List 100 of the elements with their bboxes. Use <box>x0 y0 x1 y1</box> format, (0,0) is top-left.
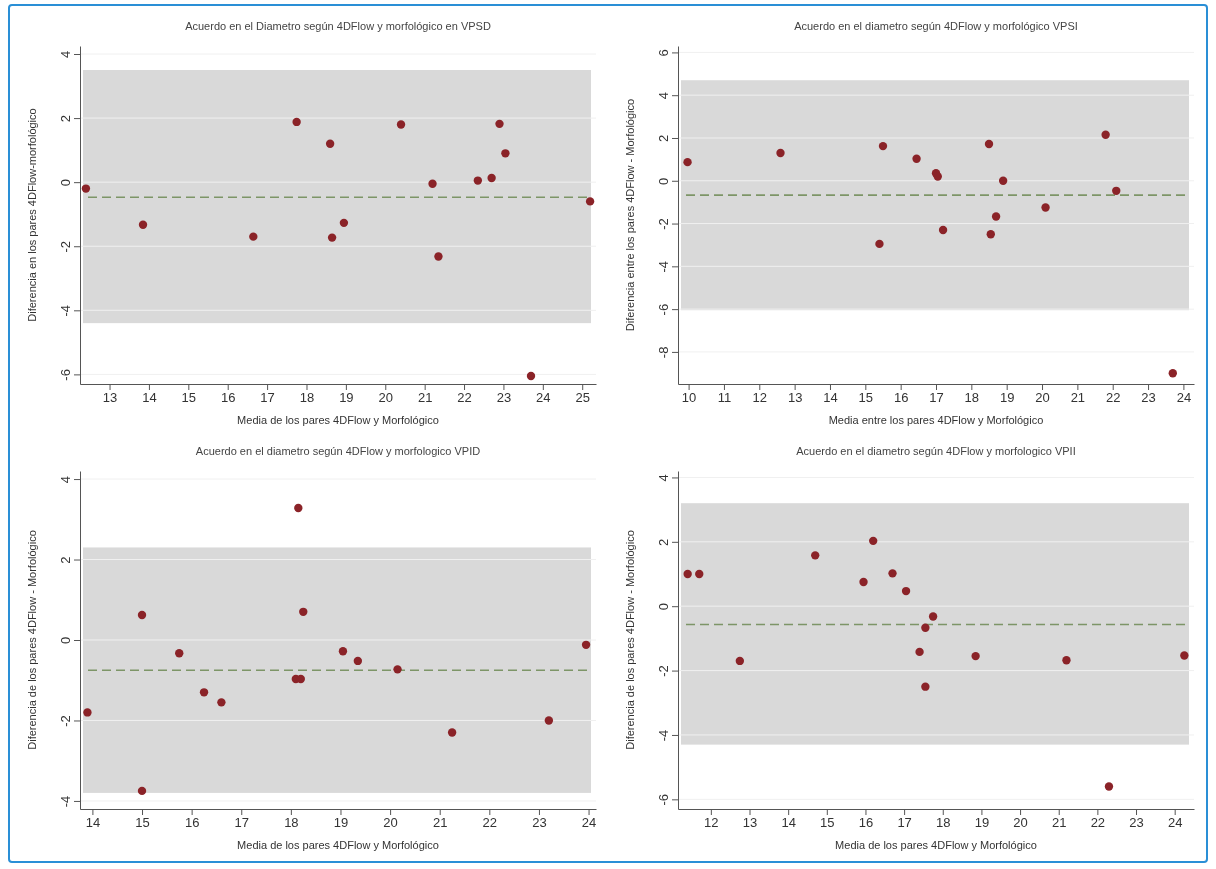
y-axis-title: Diferencia en los pares 4DFlow-morfológico <box>26 108 38 322</box>
point <box>137 786 147 796</box>
y-axis-title: Diferencia entre los pares 4DFlow - Morfológico <box>624 98 636 332</box>
x-tick-label: 19 <box>333 815 349 831</box>
x-tick-label: 22 <box>1090 815 1106 831</box>
x-axis-title: Media entre los pares 4DFlow y Morfológico <box>828 414 1044 426</box>
x-tick-label: 19 <box>339 390 354 406</box>
x-tick-label: 17 <box>897 815 912 831</box>
point <box>683 569 692 579</box>
point <box>495 119 504 129</box>
x-tick-label: 23 <box>532 815 547 831</box>
point <box>585 197 595 206</box>
y-tick-label: 2 <box>655 134 671 143</box>
x-tick-label: 17 <box>260 390 275 406</box>
point <box>1180 651 1189 660</box>
chart-title: Acuerdo en el Diametro según 4DFlow y morfológico en VPSD <box>185 20 491 32</box>
point <box>299 607 308 617</box>
point <box>447 728 457 737</box>
x-tick-label: 14 <box>85 815 101 831</box>
x-tick-label: 14 <box>142 390 157 406</box>
point <box>249 232 258 241</box>
point <box>428 179 437 188</box>
point <box>938 225 948 235</box>
point <box>971 651 980 661</box>
point <box>81 184 91 193</box>
point <box>294 503 303 513</box>
x-tick-label: 13 <box>102 390 118 406</box>
point <box>1168 369 1177 378</box>
x-tick-label: 16 <box>858 815 874 831</box>
x-tick-label: 18 <box>936 815 951 831</box>
x-tick-label: 24 <box>581 815 597 831</box>
x-tick-label: 24 <box>536 390 551 406</box>
x-tick-label: 20 <box>378 390 393 406</box>
point <box>1041 203 1050 212</box>
y-tick-label: 0 <box>655 177 671 185</box>
x-tick-label: 19 <box>974 815 990 831</box>
point <box>984 139 994 149</box>
x-tick-label: 22 <box>482 815 498 831</box>
x-tick-label: 14 <box>823 390 838 406</box>
y-tick-label: -6 <box>655 794 671 806</box>
x-tick-label: 15 <box>820 815 835 831</box>
y-tick-label: 0 <box>655 603 671 611</box>
x-tick-label: 16 <box>893 390 909 406</box>
x-tick-label: 10 <box>681 390 697 406</box>
point <box>683 157 692 167</box>
x-tick-label: 21 <box>417 390 433 406</box>
x-tick-label: 23 <box>1141 390 1156 406</box>
y-tick-label: 4 <box>57 50 73 59</box>
point <box>1112 186 1121 195</box>
point <box>869 536 878 546</box>
x-tick-label: 17 <box>234 815 249 831</box>
y-tick-label: -2 <box>57 715 73 727</box>
y-tick-label: -2 <box>57 240 73 253</box>
x-axis-title: Media de los pares 4DFlow y Morfológico <box>237 839 439 851</box>
point <box>487 173 496 183</box>
x-tick-label: 24 <box>1176 390 1192 406</box>
point <box>915 647 924 657</box>
point <box>434 252 443 261</box>
y-axis-title: Diferencia de los pares 4DFlow - Morfológico <box>624 530 636 750</box>
x-tick-label: 22 <box>457 390 472 406</box>
point <box>137 610 147 620</box>
y-tick-label: -4 <box>655 729 671 742</box>
y-tick-label: -4 <box>655 261 671 273</box>
point <box>1104 782 1114 791</box>
x-tick-label: 12 <box>704 815 719 831</box>
point <box>325 139 335 148</box>
point <box>396 120 406 129</box>
y-tick-label: 2 <box>57 114 73 123</box>
x-tick-label: 16 <box>220 390 236 406</box>
point <box>901 586 911 596</box>
y-tick-label: -8 <box>655 346 671 359</box>
x-tick-label: 15 <box>858 390 874 406</box>
point <box>998 176 1008 185</box>
x-tick-label: 21 <box>432 815 448 831</box>
point <box>138 220 148 229</box>
y-tick-label: 2 <box>57 556 73 564</box>
x-tick-label: 18 <box>964 390 980 406</box>
y-tick-label: 4 <box>655 92 671 100</box>
x-axis-title: Media de los pares 4DFlow y Morfológico <box>835 839 1037 851</box>
x-tick-label: 19 <box>999 390 1015 406</box>
point <box>199 688 209 697</box>
y-tick-label: 0 <box>57 179 73 187</box>
point <box>526 371 536 381</box>
x-tick-label: 13 <box>742 815 758 831</box>
y-tick-label: -2 <box>655 665 671 677</box>
x-tick-label: 20 <box>1035 390 1050 406</box>
point <box>878 141 888 151</box>
point <box>776 148 785 158</box>
point <box>1101 130 1110 139</box>
x-tick-label: 20 <box>383 815 398 831</box>
y-tick-label: -4 <box>57 795 73 808</box>
point <box>921 682 930 691</box>
y-tick-label: 6 <box>655 49 671 57</box>
point <box>912 154 921 163</box>
x-tick-label: 23 <box>1129 815 1144 831</box>
x-tick-label: 18 <box>284 815 299 831</box>
point <box>735 656 745 666</box>
y-tick-label: -6 <box>655 303 671 316</box>
x-tick-label: 16 <box>184 815 200 831</box>
point <box>353 656 363 666</box>
